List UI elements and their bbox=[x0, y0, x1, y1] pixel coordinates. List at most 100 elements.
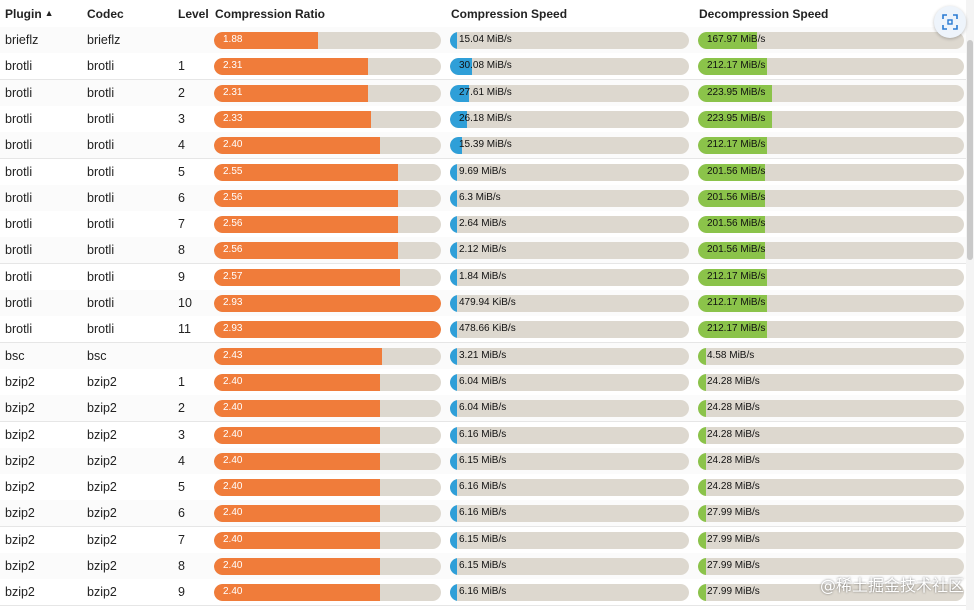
compression-ratio-value: 2.40 bbox=[223, 481, 243, 493]
table-row[interactable]: brotli brotli 11 2.93 478.66 KiB/s 212.17 MiB… bbox=[0, 316, 966, 344]
compression-speed-fill bbox=[450, 216, 458, 234]
table-row[interactable]: brotli brotli 2 2.31 27.61 MiB/s 223.95 MiB/s bbox=[0, 79, 966, 107]
decompression-speed-value: 212.17 MiB/s bbox=[707, 139, 766, 151]
compression-speed-fill bbox=[450, 84, 470, 102]
compression-speed-value: 6.16 MiB/s bbox=[459, 428, 507, 440]
fullscreen-button[interactable] bbox=[934, 6, 966, 38]
table-row[interactable]: bzip2 bzip2 7 2.40 6.15 MiB/s 27.99 MiB/s bbox=[0, 526, 966, 554]
compression-ratio-bar: 2.40 bbox=[214, 137, 441, 155]
compression-speed-fill bbox=[450, 584, 458, 602]
cell-level: 3 bbox=[178, 111, 185, 126]
cell-level: 1 bbox=[178, 59, 185, 74]
cell-level: 7 bbox=[178, 532, 185, 547]
compression-ratio-value: 2.55 bbox=[223, 165, 243, 177]
cell-level: 5 bbox=[178, 164, 185, 179]
compression-speed-bar: 6.04 MiB/s bbox=[450, 400, 689, 418]
cell-plugin: brotli bbox=[5, 85, 33, 100]
compression-speed-bar: 478.66 KiB/s bbox=[450, 321, 689, 339]
table-row[interactable]: bzip2 bzip2 2 2.40 6.04 MiB/s 24.28 MiB/s bbox=[0, 395, 966, 423]
table-row[interactable]: brotli brotli 7 2.56 2.64 MiB/s 201.56 MiB/s bbox=[0, 211, 966, 239]
compression-speed-fill bbox=[450, 558, 458, 575]
scrollbar[interactable] bbox=[966, 0, 974, 610]
compression-speed-bar: 6.04 MiB/s bbox=[450, 373, 689, 391]
decompression-speed-value: 223.95 MiB/s bbox=[707, 112, 766, 124]
table-row[interactable]: brotli brotli 8 2.56 2.12 MiB/s 201.56 MiB/s bbox=[0, 237, 966, 265]
table-row[interactable]: bzip2 bzip2 1 2.40 6.04 MiB/s 24.28 MiB/s bbox=[0, 368, 966, 396]
compression-ratio-value: 2.56 bbox=[223, 191, 243, 203]
table-row[interactable]: bzip2 bzip2 4 2.40 6.15 MiB/s 24.28 MiB/s bbox=[0, 447, 966, 475]
compression-ratio-value: 2.40 bbox=[223, 454, 243, 466]
decompression-speed-value: 201.56 MiB/s bbox=[707, 191, 766, 203]
cell-level: 3 bbox=[178, 427, 185, 442]
cell-codec: brotli bbox=[87, 322, 115, 337]
decompression-speed-fill bbox=[698, 505, 706, 523]
compression-ratio-fill bbox=[214, 400, 380, 418]
table-row[interactable]: bsc bsc 2.43 3.21 MiB/s 4.58 MiB/s bbox=[0, 342, 966, 370]
table-row[interactable]: brotli brotli 1 2.31 30.08 MiB/s 212.17 MiB/s bbox=[0, 53, 966, 81]
column-header-plugin[interactable]: Plugin ▲ bbox=[5, 7, 54, 21]
cell-level: 6 bbox=[178, 506, 185, 521]
cell-plugin: brotli bbox=[5, 296, 33, 310]
table-row[interactable]: bzip2 bzip2 3 2.40 6.16 MiB/s 24.28 MiB/s bbox=[0, 421, 966, 449]
compression-speed-bar: 2.64 MiB/s bbox=[450, 216, 689, 234]
decompression-speed-fill bbox=[698, 558, 706, 575]
compression-ratio-value: 2.33 bbox=[223, 112, 243, 124]
cell-codec: bzip2 bbox=[87, 585, 117, 600]
cell-plugin: brotli bbox=[5, 269, 33, 284]
table-row[interactable]: bzip2 bzip2 9 2.40 6.16 MiB/s 27.99 MiB/s bbox=[0, 579, 966, 607]
table-row[interactable]: brotli brotli 6 2.56 6.3 MiB/s 201.56 MiB/s bbox=[0, 184, 966, 212]
compression-ratio-bar: 2.55 bbox=[214, 163, 441, 181]
compression-speed-fill bbox=[450, 137, 462, 155]
table-row[interactable]: bzip2 bzip2 6 2.40 6.16 MiB/s 27.99 MiB/s bbox=[0, 500, 966, 528]
cell-plugin: brotli bbox=[5, 111, 33, 126]
compression-ratio-value: 2.40 bbox=[223, 507, 243, 519]
table-row[interactable]: bzip2 bzip2 5 2.40 6.16 MiB/s 24.28 MiB/s bbox=[0, 474, 966, 502]
decompression-speed-fill bbox=[698, 531, 706, 549]
table-row[interactable]: brotli brotli 10 2.93 479.94 KiB/s 212.17 MiB… bbox=[0, 290, 966, 317]
column-header-compression-ratio[interactable]: Compression Ratio bbox=[215, 7, 326, 21]
compression-speed-fill bbox=[450, 58, 472, 76]
compression-ratio-fill bbox=[214, 505, 380, 523]
compression-speed-value: 6.3 MiB/s bbox=[459, 191, 501, 203]
cell-plugin: brotli bbox=[5, 164, 33, 179]
compression-ratio-bar: 2.93 bbox=[214, 295, 441, 312]
compression-speed-bar: 6.3 MiB/s bbox=[450, 189, 689, 207]
compression-ratio-value: 2.40 bbox=[223, 586, 243, 598]
table-row[interactable]: brotli brotli 9 2.57 1.84 MiB/s 212.17 MiB/s bbox=[0, 263, 966, 291]
compression-speed-value: 2.12 MiB/s bbox=[459, 244, 507, 256]
decompression-speed-fill bbox=[698, 295, 768, 312]
cell-codec: brotli bbox=[87, 190, 115, 205]
compression-speed-fill bbox=[450, 400, 458, 418]
cell-level: 4 bbox=[178, 138, 185, 153]
cell-plugin: bzip2 bbox=[5, 559, 35, 573]
compression-ratio-fill bbox=[214, 84, 369, 102]
compression-ratio-value: 2.93 bbox=[223, 297, 243, 308]
compression-ratio-value: 2.40 bbox=[223, 533, 243, 545]
cell-level: 6 bbox=[178, 190, 185, 205]
column-header-decompression-speed[interactable]: Decompression Speed bbox=[699, 7, 829, 21]
sort-ascending-icon[interactable]: ▲ bbox=[44, 8, 54, 18]
cell-plugin: brotli bbox=[5, 138, 33, 153]
column-header-compression-speed[interactable]: Compression Speed bbox=[451, 7, 568, 21]
compression-ratio-fill bbox=[214, 558, 380, 575]
compression-speed-value: 3.21 MiB/s bbox=[459, 349, 507, 361]
compression-ratio-fill bbox=[214, 321, 441, 339]
cell-codec: brotli bbox=[87, 85, 115, 100]
table-row[interactable]: brieflz brieflz 1.88 15.04 MiB/s 167.97 MiB/… bbox=[0, 27, 966, 54]
compression-speed-bar: 6.15 MiB/s bbox=[450, 452, 689, 470]
compression-ratio-fill bbox=[214, 216, 398, 234]
column-header-level[interactable]: Level bbox=[178, 7, 209, 21]
decompression-speed-fill bbox=[698, 452, 706, 470]
decompression-speed-fill bbox=[698, 110, 773, 128]
table-row[interactable]: brotli brotli 5 2.55 9.69 MiB/s 201.56 MiB/s bbox=[0, 158, 966, 186]
compression-speed-fill bbox=[450, 373, 458, 391]
table-row[interactable]: brotli brotli 3 2.33 26.18 MiB/s 223.95 MiB/s bbox=[0, 105, 966, 133]
compression-ratio-value: 2.93 bbox=[223, 323, 243, 335]
scrollbar-thumb[interactable] bbox=[967, 40, 973, 260]
table-row[interactable]: brotli brotli 4 2.40 15.39 MiB/s 212.17 MiB/s bbox=[0, 132, 966, 160]
compression-speed-fill bbox=[450, 505, 458, 523]
compression-ratio-fill bbox=[214, 426, 380, 444]
column-header-codec[interactable]: Codec bbox=[87, 7, 124, 21]
cell-codec: bzip2 bbox=[87, 401, 117, 416]
decompression-speed-fill bbox=[698, 268, 768, 286]
